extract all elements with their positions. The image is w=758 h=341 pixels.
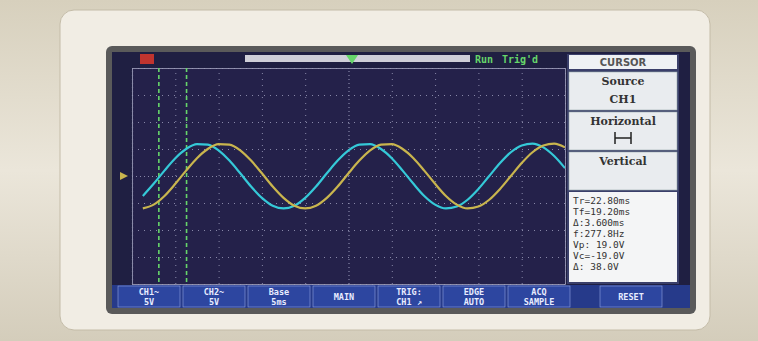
readout: f:277.8Hz [573, 228, 624, 239]
tick [305, 68, 306, 284]
grid-line [132, 203, 565, 204]
softkey-label: 5V [144, 297, 154, 307]
grid-line [219, 68, 220, 284]
menu-item [569, 112, 677, 150]
softkey-label: 5ms [271, 297, 286, 307]
softkey-label: 5V [209, 297, 219, 307]
readout: Tr=22.80ms [573, 195, 630, 206]
menu-header [569, 55, 677, 69]
softkey-label: ACQ [531, 287, 546, 297]
grid-line [132, 68, 565, 69]
grid-line [478, 68, 479, 284]
softkey [183, 286, 245, 307]
readout-box [569, 192, 677, 282]
tick [132, 176, 565, 177]
menu-label: Horizontal [590, 115, 656, 128]
plot-area [132, 68, 565, 284]
screen-frame [106, 46, 696, 314]
grid-line [132, 95, 565, 96]
status-icon [140, 54, 154, 64]
grid-line [132, 230, 565, 231]
grid-line [522, 68, 523, 284]
softkey-label: SAMPLE [524, 297, 555, 307]
trigger-marker [346, 55, 358, 64]
menu-item [569, 72, 677, 110]
grid-line [305, 68, 306, 284]
x-axis [133, 68, 566, 285]
softkey-label: CH1~ [139, 287, 159, 297]
softkey-label: RESET [618, 292, 644, 302]
status-text: Run [475, 54, 493, 65]
readout: Tf=19.20ms [573, 206, 630, 217]
grid-line [132, 284, 565, 285]
bezel-inner [60, 10, 710, 330]
softkey-label: AUTO [464, 297, 484, 307]
softkey-label: CH2~ [204, 287, 224, 297]
menu-item [569, 152, 677, 190]
trace [143, 144, 565, 209]
readout: Δ:3.600ms [573, 217, 624, 228]
axis-line [133, 69, 566, 285]
softkey-label: Base [269, 287, 289, 297]
y-axis [132, 69, 565, 285]
grid-line [565, 68, 566, 284]
grid-line [132, 122, 565, 123]
readout: Vp: 19.0V [573, 239, 625, 250]
grid-line [132, 257, 565, 258]
readout: Vc=-19.0V [573, 250, 625, 261]
softkey [313, 286, 375, 307]
position-bar [245, 55, 470, 62]
screen [112, 52, 690, 308]
axis-line [133, 68, 566, 285]
tick [132, 68, 565, 69]
tick [132, 203, 565, 204]
bezel [0, 0, 758, 341]
softkey [443, 286, 505, 307]
tick [132, 95, 565, 96]
menu-value: CH1 [610, 93, 637, 106]
menu-title: CURSOR [600, 57, 647, 68]
status-text: Trig'd [502, 54, 538, 65]
softkey-label: CH1 ↗ [396, 297, 422, 307]
softkey [248, 286, 310, 307]
trace [143, 144, 565, 209]
menu-panel [567, 54, 679, 284]
readout: Δ: 38.0V [573, 261, 619, 272]
softkey-label: TRIG: [396, 287, 422, 297]
menu-label: Source [602, 75, 645, 88]
channel-marker [120, 172, 128, 180]
cursor [186, 68, 188, 284]
softkey [508, 286, 570, 307]
tick [522, 68, 523, 284]
tick [565, 68, 566, 284]
tick [435, 68, 436, 284]
tick [132, 230, 565, 231]
softkey [118, 286, 180, 307]
menu-label: Vertical [598, 155, 647, 168]
tick [132, 257, 565, 258]
softkey-label: MAIN [334, 292, 354, 302]
tick [478, 68, 479, 284]
traces [143, 68, 565, 284]
grid-line [435, 68, 436, 284]
tick [219, 68, 220, 284]
tick [132, 122, 565, 123]
tick [132, 284, 565, 285]
softkey [600, 286, 662, 307]
softkey [378, 286, 440, 307]
softkey-bar [112, 285, 690, 308]
grid-line [132, 176, 565, 177]
menu-icon [615, 132, 631, 144]
softkey-label: EDGE [464, 287, 484, 297]
